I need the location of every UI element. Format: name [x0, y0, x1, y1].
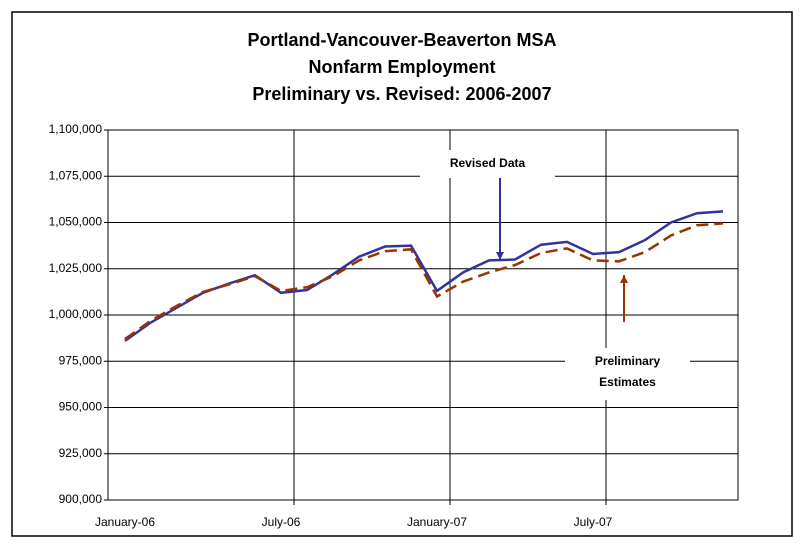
y-tick-label: 1,075,000: [49, 168, 103, 182]
x-tick-label: January-07: [407, 515, 467, 529]
arrow-head: [620, 275, 628, 283]
x-tick-label: July-07: [574, 515, 613, 529]
annotation-box: [565, 348, 690, 400]
y-tick-label: 900,000: [59, 492, 103, 506]
y-tick-label: 975,000: [59, 353, 103, 367]
chart-title: Preliminary vs. Revised: 2006-2007: [252, 84, 551, 104]
annotation: Revised Data: [450, 156, 526, 170]
chart-title: Nonfarm Employment: [308, 57, 495, 77]
arrow-head: [496, 252, 504, 260]
annotation: Preliminary: [595, 354, 661, 368]
series-line: [124, 222, 724, 341]
y-tick-label: 925,000: [59, 446, 103, 460]
y-tick-label: 950,000: [59, 400, 103, 414]
y-tick-label: 1,050,000: [49, 215, 103, 229]
y-tick-label: 1,025,000: [49, 261, 103, 275]
x-tick-label: July-06: [262, 515, 301, 529]
x-tick-label: January-06: [95, 515, 155, 529]
annotation-box: [420, 150, 555, 178]
annotation: Estimates: [599, 375, 656, 389]
y-tick-label: 1,100,000: [49, 122, 103, 136]
y-tick-label: 1,000,000: [49, 307, 103, 321]
chart-title: Portland-Vancouver-Beaverton MSA: [247, 30, 556, 50]
